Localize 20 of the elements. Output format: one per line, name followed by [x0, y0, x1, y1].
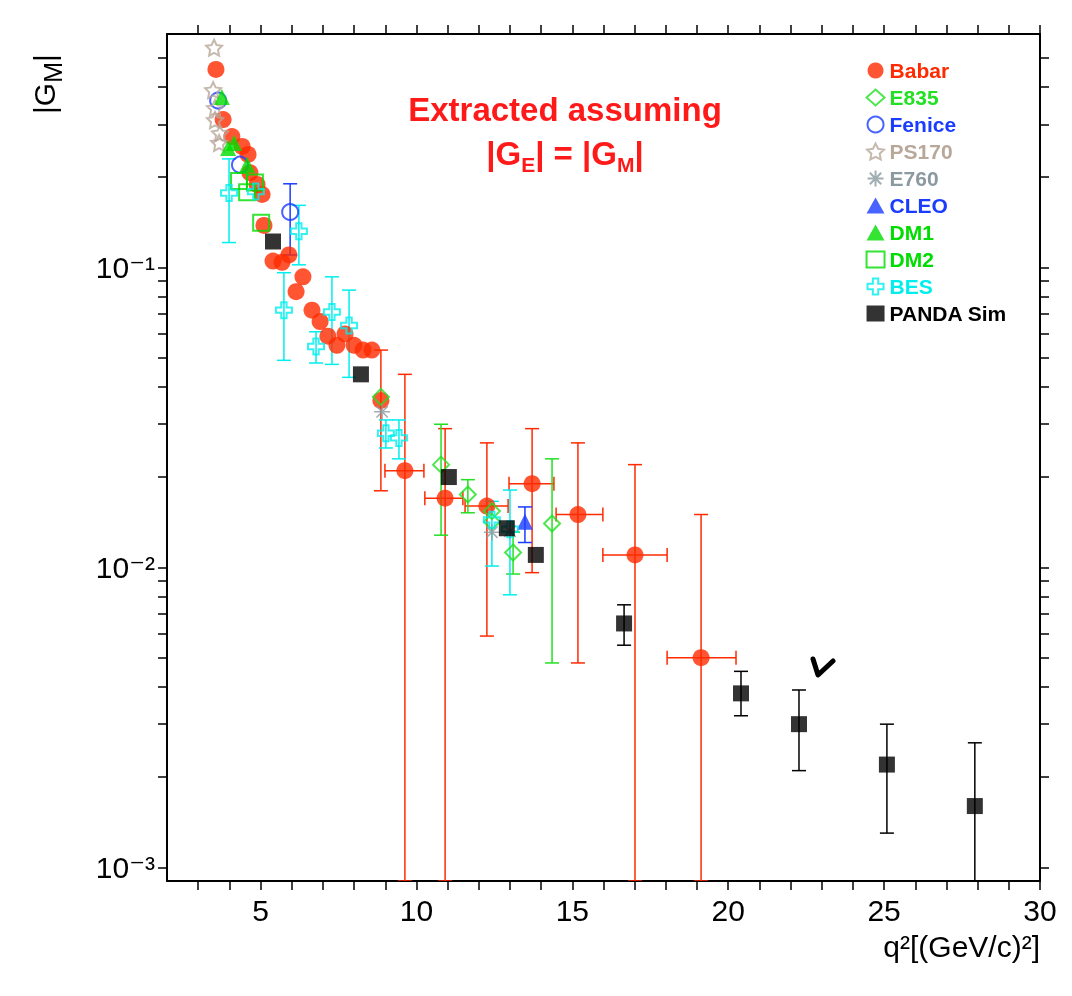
legend-label: PANDA Sim — [889, 302, 1007, 325]
x-tick-label: 30 — [1023, 893, 1057, 927]
legend-label: E760 — [889, 167, 939, 190]
legend-label: DM2 — [889, 248, 934, 271]
y-tick-label: 10⁻² — [95, 550, 155, 584]
legend-label: DM1 — [889, 221, 935, 244]
legend-label: BES — [889, 275, 933, 298]
y-tick-label: 10⁻³ — [95, 850, 155, 884]
x-tick-label: 15 — [555, 893, 590, 927]
x-tick-label: 5 — [252, 893, 269, 927]
y-tick-label: 10⁻¹ — [95, 250, 155, 284]
legend-label: Babar — [889, 59, 950, 82]
legend-label: PS170 — [889, 140, 953, 163]
x-axis-title: q²[(GeV/c)²] — [883, 929, 1040, 963]
x-tick-label: 20 — [711, 893, 745, 927]
x-tick-label: 25 — [867, 893, 901, 927]
x-tick-label: 10 — [399, 893, 434, 927]
legend-label: Fenice — [889, 113, 957, 136]
legend-label: E835 — [889, 86, 939, 109]
legend-label: CLEO — [889, 194, 948, 217]
